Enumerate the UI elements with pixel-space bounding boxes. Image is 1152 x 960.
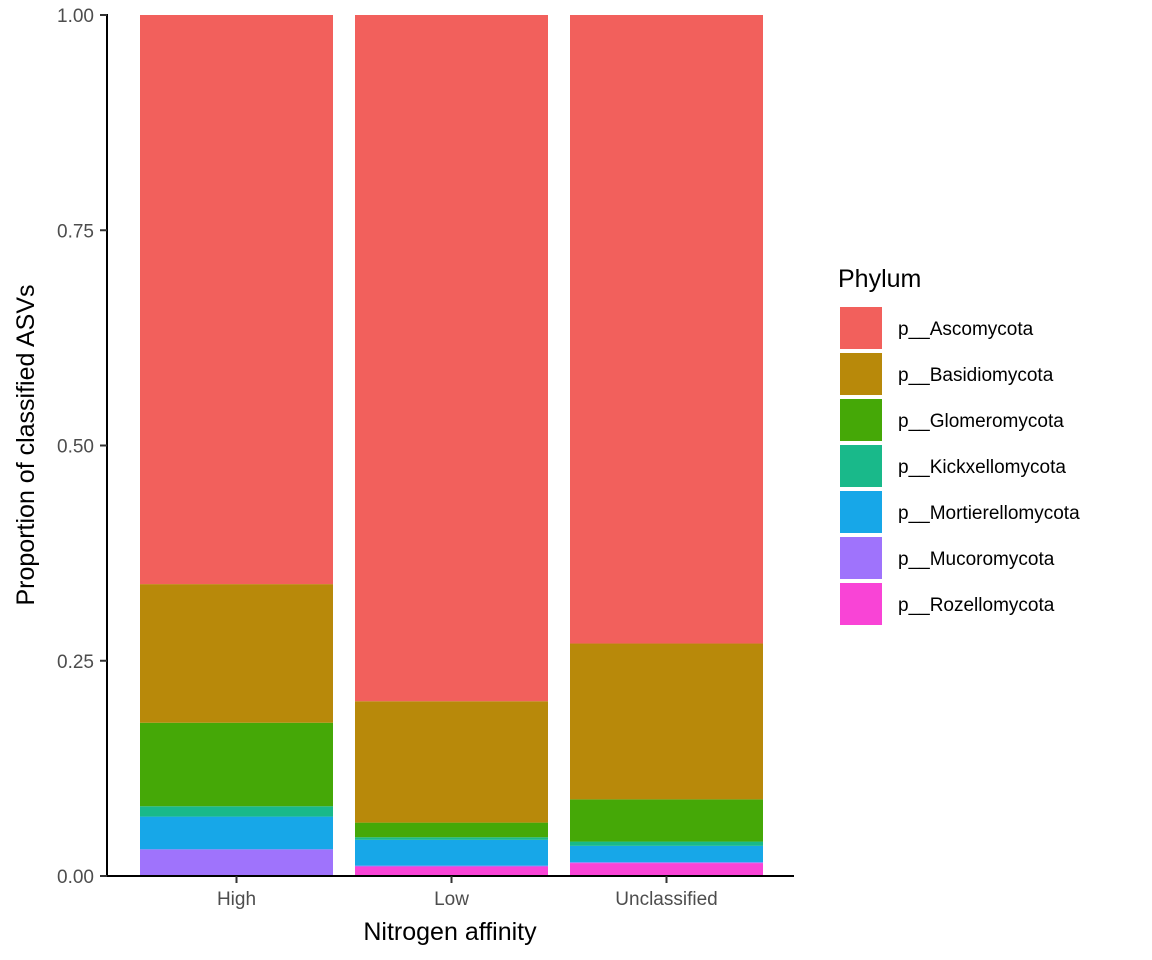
- bar-segment-unclassified-mortierellomycota: [570, 845, 763, 863]
- x-axis-title: Nitrogen affinity: [363, 918, 537, 946]
- y-tick-label: 0.50: [57, 437, 94, 458]
- legend-label: p__Mortierellomycota: [898, 503, 1080, 524]
- legend-label: p__Rozellomycota: [898, 595, 1055, 616]
- bar-segment-low-glomeromycota: [355, 822, 548, 838]
- y-tick-label: 0.75: [57, 221, 94, 242]
- bar-segment-unclassified-ascomycota: [570, 15, 763, 644]
- bar-segment-unclassified-kickxellomycota: [570, 841, 763, 846]
- legend-key: [840, 445, 882, 487]
- y-tick-label: 0.25: [57, 652, 94, 673]
- legend-label: p__Ascomycota: [898, 319, 1034, 340]
- y-axis-title: Proportion of classified ASVs: [12, 285, 40, 606]
- legend-key: [840, 491, 882, 533]
- legend-label: p__Mucoromycota: [898, 549, 1055, 570]
- bar-segment-unclassified-mucoromycota: [570, 862, 763, 864]
- legend-key: [840, 353, 882, 395]
- bar-segment-low-mucoromycota: [355, 865, 548, 867]
- legend-label: p__Glomeromycota: [898, 411, 1064, 432]
- bar-segment-high-glomeromycota: [140, 722, 333, 807]
- legend-key: [840, 537, 882, 579]
- bar-segment-low-mortierellomycota: [355, 839, 548, 866]
- bar-segment-low-rozellomycota: [355, 866, 548, 876]
- legend: Phylum p__Ascomycota p__Basidiomycota p__G…: [838, 265, 1080, 625]
- y-tick-label: 1.00: [57, 6, 94, 27]
- bar-segment-unclassified-rozellomycota: [570, 863, 763, 876]
- x-ticks: High Low Unclassified: [217, 876, 718, 910]
- bar-segment-low-basidiomycota: [355, 701, 548, 823]
- y-tick-label: 0.00: [57, 867, 94, 888]
- bars-layer: [140, 15, 763, 876]
- y-ticks: 0.00 0.25 0.50 0.75 1.00: [57, 6, 107, 888]
- legend-key: [840, 583, 882, 625]
- bar-segment-high-mortierellomycota: [140, 816, 333, 850]
- legend-label: p__Basidiomycota: [898, 365, 1054, 386]
- x-tick-label: Low: [434, 889, 469, 910]
- x-tick-label: High: [217, 889, 256, 910]
- x-tick-label: Unclassified: [615, 889, 717, 910]
- bar-segment-low-kickxellomycota: [355, 837, 548, 840]
- legend-key: [840, 307, 882, 349]
- bar-segment-unclassified-basidiomycota: [570, 643, 763, 800]
- bar-segment-high-kickxellomycota: [140, 806, 333, 817]
- bar-segment-unclassified-glomeromycota: [570, 799, 763, 842]
- legend-title: Phylum: [838, 265, 921, 293]
- bar-segment-low-ascomycota: [355, 15, 548, 702]
- legend-key: [840, 399, 882, 441]
- bar-segment-high-ascomycota: [140, 15, 333, 585]
- legend-label: p__Kickxellomycota: [898, 457, 1066, 478]
- bar-segment-high-basidiomycota: [140, 584, 333, 723]
- bar-segment-high-mucoromycota: [140, 849, 333, 876]
